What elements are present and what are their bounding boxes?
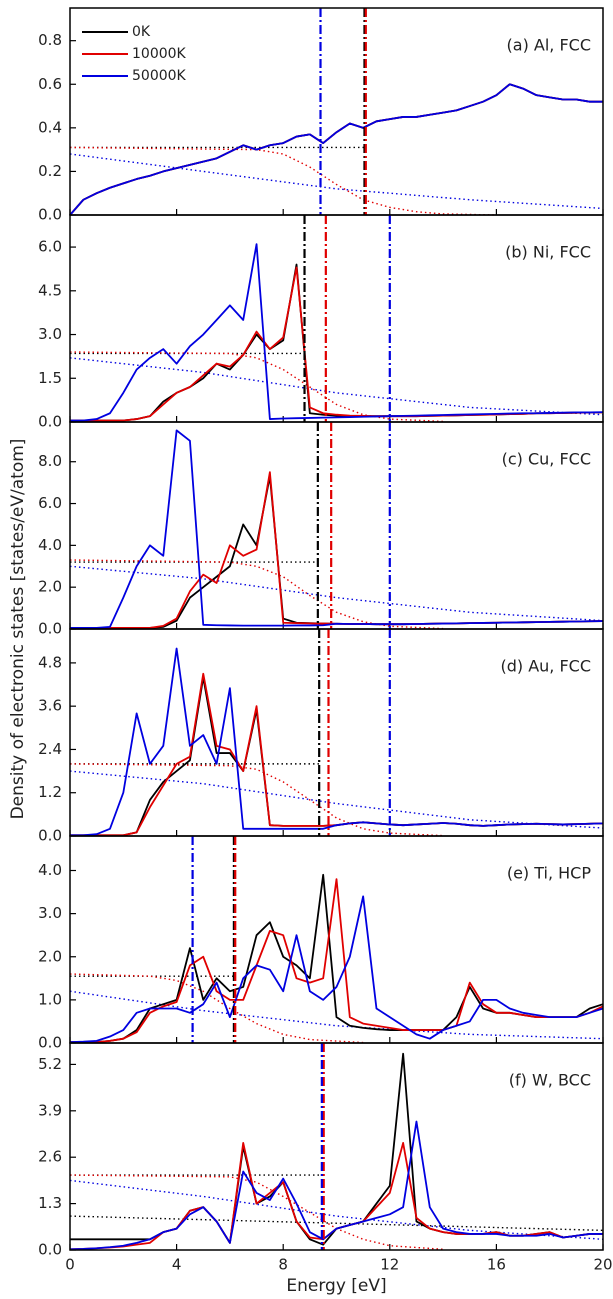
y-tick-label: 2.4 [38,740,62,758]
x-tick-label: 20 [593,1256,612,1274]
y-tick-label: 3.0 [38,325,62,343]
y-tick-label: 8.0 [38,452,62,470]
y-tick-label: 2.0 [38,947,62,965]
y-tick-label: 6.0 [38,238,62,256]
dos-line [69,83,603,216]
x-tick-label: 8 [278,1256,288,1274]
y-tick-label: 6.0 [38,494,62,512]
dos-line [69,1142,603,1251]
y-tick-label: 4.5 [38,281,62,299]
y-tick-label: 0.8 [38,31,62,49]
y-tick-label: 4.0 [38,536,62,554]
occupation-curve [69,559,444,630]
y-tick-label: 0.0 [38,827,62,845]
dos-line [70,266,603,422]
occupation-curve [69,565,604,622]
dos-line [69,1120,603,1251]
occupation-curve [69,1179,604,1240]
occupation-curve [69,153,604,210]
occupation-curve [69,1174,444,1250]
legend-label: 50000K [132,68,187,84]
dos-line [70,263,603,422]
dos-line [69,83,603,216]
occupation-curve [69,146,497,216]
x-tick-label: 4 [172,1256,182,1274]
legend-label: 0K [132,24,151,40]
legend-label: 10000K [132,46,187,62]
dos-line [70,243,604,422]
y-tick-label: 4.8 [38,653,62,671]
occupation-curve [69,1215,604,1232]
y-tick-label: 1.3 [38,1194,62,1212]
y-tick-label: 3.6 [38,697,62,715]
panel-title: (b) Ni, FCC [505,243,591,262]
occupation-curve [69,973,364,1044]
y-tick-label: 3.0 [38,904,62,922]
dos-line [69,895,604,1044]
dos-line [70,672,604,837]
y-tick-label: 2.0 [38,578,62,596]
dos-line [70,475,604,629]
x-tick-label: 12 [380,1256,399,1274]
y-tick-label: 0.0 [38,1241,62,1259]
occupation-curve [69,357,604,416]
dos-line [70,873,604,1044]
y-tick-label: 0.4 [38,118,62,136]
y-tick-label: 5.2 [38,1055,62,1073]
occupation-curve [69,990,604,1040]
panel-title: (f) W, BCC [509,1071,591,1090]
x-axis-label: Energy [eV] [286,1276,386,1296]
dos-line [70,676,604,837]
panel-title: (a) Al, FCC [507,36,591,55]
occupation-curve [69,351,444,423]
y-axis-label: Density of electronic states [states/eV/… [8,439,28,820]
y-tick-label: 2.6 [38,1148,62,1166]
occupation-curve [69,763,444,837]
y-tick-label: 1.0 [38,990,62,1008]
panel-frame [69,1042,604,1251]
dos-line [70,471,604,629]
panel-title: (e) Ti, HCP [507,864,592,883]
x-tick-label: 16 [487,1256,506,1274]
y-tick-label: 0.2 [38,162,62,180]
x-tick-label: 0 [65,1256,75,1274]
panel-title: (d) Au, FCC [500,657,591,676]
y-tick-label: 4.0 [38,861,62,879]
y-tick-label: 0.0 [38,620,62,638]
y-tick-label: 1.5 [38,369,62,387]
y-tick-label: 0.6 [38,75,62,93]
y-tick-label: 3.9 [38,1101,62,1119]
dos-line [69,83,603,216]
y-tick-label: 0.0 [38,1034,62,1052]
dos-line [70,647,604,837]
panel-title: (c) Cu, FCC [502,450,591,469]
y-tick-label: 1.2 [38,783,62,801]
y-tick-label: 0.0 [38,206,62,224]
y-tick-label: 0.0 [38,413,62,431]
dos-line [70,429,604,629]
